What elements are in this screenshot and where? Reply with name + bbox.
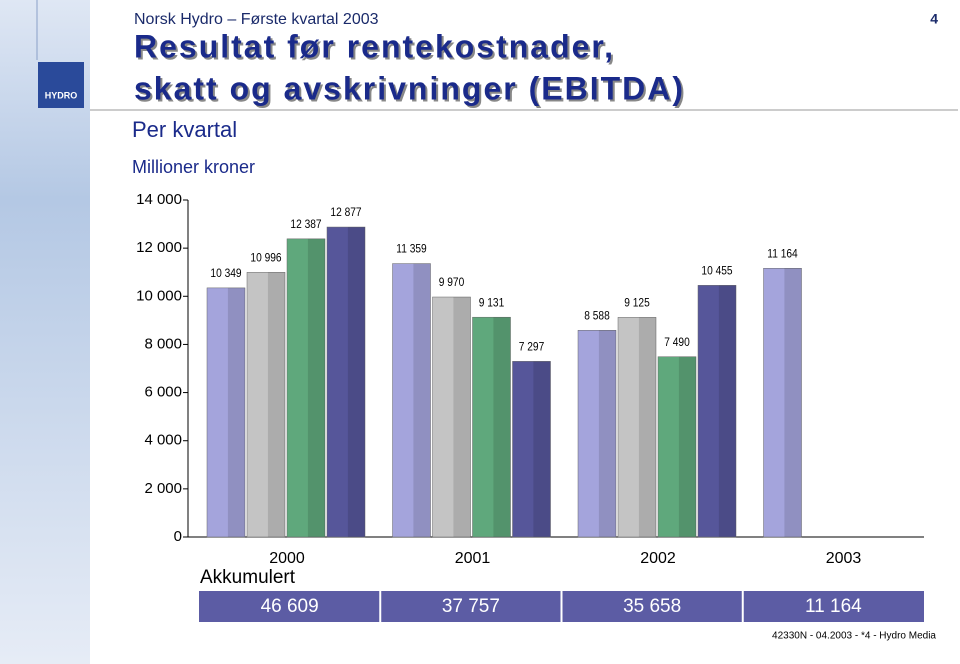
data-label: 12 877 <box>330 206 361 219</box>
cumulative-value: 37 757 <box>442 596 500 617</box>
x-tick-label: 2003 <box>826 550 862 567</box>
bar-shade <box>718 285 736 537</box>
y-tick-label: 8 000 <box>144 335 182 352</box>
bar-shade <box>598 330 616 537</box>
bar <box>286 238 326 538</box>
logo-text: HYDRO <box>45 90 78 100</box>
y-tick-label: 6 000 <box>144 384 182 401</box>
data-label: 7 490 <box>664 336 690 349</box>
data-label: 11 164 <box>767 248 797 261</box>
page-number: 4 <box>930 11 938 27</box>
bar <box>326 226 366 538</box>
title-shadow: skatt og avskrivninger (EBITDA) <box>136 72 687 108</box>
x-tick-label: 2001 <box>455 550 491 567</box>
bar <box>577 330 617 538</box>
bar-shade <box>227 287 245 537</box>
bar <box>432 296 471 538</box>
cumulative-value: 46 609 <box>261 596 319 617</box>
bar <box>697 285 737 538</box>
x-tick-label: 2000 <box>269 550 305 567</box>
bar-shade <box>307 238 325 537</box>
bar-shade <box>347 227 365 537</box>
data-label: 7 297 <box>519 341 545 354</box>
y-tick-label: 10 000 <box>136 287 182 304</box>
bar-shade <box>453 297 471 537</box>
bar-shade <box>784 268 802 537</box>
title-shadow: Resultat før rentekostnader, <box>136 30 617 66</box>
unit-label: Millioner kroner <box>132 157 255 177</box>
data-label: 11 359 <box>396 243 426 256</box>
bar <box>617 317 657 538</box>
header-company: Norsk Hydro – Første kvartal 2003 <box>134 11 379 28</box>
bar <box>472 316 511 538</box>
bar <box>657 356 697 538</box>
data-label: 9 970 <box>439 276 465 289</box>
bar-shade <box>267 272 285 537</box>
data-label: 8 588 <box>584 310 610 323</box>
y-tick-label: 14 000 <box>136 191 182 208</box>
cumulative-value: 35 658 <box>623 596 681 617</box>
cumulative-value: 11 164 <box>805 596 862 617</box>
title: Resultat før rentekostnader, <box>134 28 615 64</box>
cumulative-label: Akkumulert <box>200 567 296 588</box>
x-tick-label: 2002 <box>640 550 676 567</box>
bar-shade <box>678 356 696 537</box>
y-tick-label: 2 000 <box>144 480 182 497</box>
footer: 42330N - 04.2003 - *4 - Hydro Media <box>772 631 936 642</box>
bar <box>206 287 246 538</box>
bar <box>392 263 431 538</box>
bar <box>512 361 551 538</box>
data-label: 9 125 <box>624 297 650 310</box>
data-label: 9 131 <box>479 297 505 310</box>
data-label: 10 455 <box>701 265 732 278</box>
y-tick-label: 12 000 <box>136 239 182 256</box>
data-label: 10 349 <box>210 267 241 280</box>
y-tick-label: 0 <box>174 528 182 545</box>
bar <box>246 272 286 538</box>
subtitle: Per kvartal <box>132 117 237 142</box>
logo <box>38 62 84 108</box>
bar-shade <box>533 361 551 537</box>
data-label: 12 387 <box>290 218 321 231</box>
data-label: 10 996 <box>250 252 281 265</box>
side-image <box>0 0 90 664</box>
title: skatt og avskrivninger (EBITDA) <box>134 70 685 106</box>
bar <box>763 268 802 538</box>
y-tick-label: 4 000 <box>144 432 182 449</box>
bar-shade <box>413 263 431 537</box>
bar-shade <box>493 317 511 537</box>
bar-shade <box>638 317 656 537</box>
